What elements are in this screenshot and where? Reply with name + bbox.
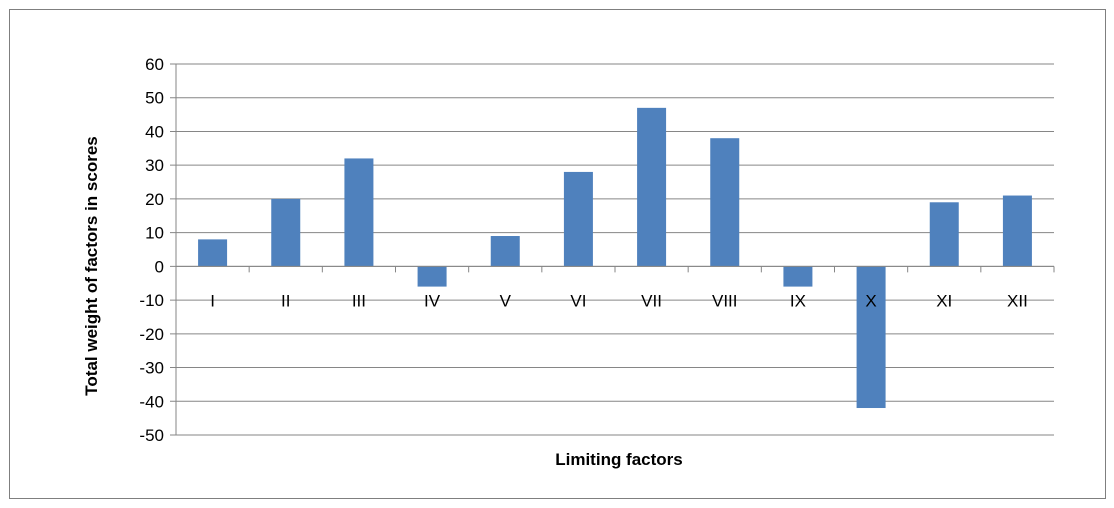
- y-axis-title: Total weight of factors in scores: [82, 136, 101, 395]
- y-tick-label: 0: [155, 257, 164, 276]
- bar-xii: [1002, 195, 1032, 267]
- x-tick-label: XII: [1007, 291, 1028, 310]
- y-tick-label: -50: [139, 426, 164, 445]
- x-tick-label: VII: [641, 291, 662, 310]
- y-tick-label: -40: [139, 392, 164, 411]
- x-tick-label: V: [500, 291, 512, 310]
- bar-i: [198, 239, 228, 267]
- y-tick-label: 30: [145, 156, 164, 175]
- bar-ix: [783, 266, 813, 287]
- y-tick-label: 50: [145, 89, 164, 108]
- x-tick-label: XI: [936, 291, 952, 310]
- bar-iv: [417, 266, 447, 287]
- y-tick-label: -10: [139, 291, 164, 310]
- y-tick-label: 20: [145, 190, 164, 209]
- x-tick-label: VIII: [712, 291, 738, 310]
- gridlines: [170, 63, 1054, 436]
- x-tick-label: I: [210, 291, 215, 310]
- bar-vii: [637, 107, 667, 267]
- y-tick-label: -20: [139, 325, 164, 344]
- bar-iii: [344, 158, 374, 267]
- x-tick-label: VI: [570, 291, 586, 310]
- y-tick-label: 60: [145, 55, 164, 74]
- y-tick-label: -30: [139, 359, 164, 378]
- x-tick-label: X: [865, 291, 876, 310]
- bar-xi: [929, 202, 959, 267]
- y-tick-label: 40: [145, 122, 164, 141]
- x-tick-label: II: [281, 291, 290, 310]
- x-axis-title: Limiting factors: [555, 450, 683, 469]
- bar-viii: [710, 138, 740, 267]
- y-tick-label: 10: [145, 224, 164, 243]
- bar-v: [490, 236, 520, 267]
- x-tick-label: IX: [790, 291, 806, 310]
- x-tick-label: III: [352, 291, 366, 310]
- y-tick-labels: 60 50 40 30 20 10 0 -10 -20 -30 -40 -50: [139, 55, 164, 445]
- x-tick-labels: I II III IV V VI VII VIII IX X XI XII: [210, 291, 1028, 310]
- bar-ii: [271, 198, 301, 267]
- bar-vi: [563, 171, 593, 267]
- x-tick-label: IV: [424, 291, 441, 310]
- chart-frame: [9, 9, 1106, 499]
- bars: [175, 107, 1055, 409]
- bar-x: [856, 266, 886, 409]
